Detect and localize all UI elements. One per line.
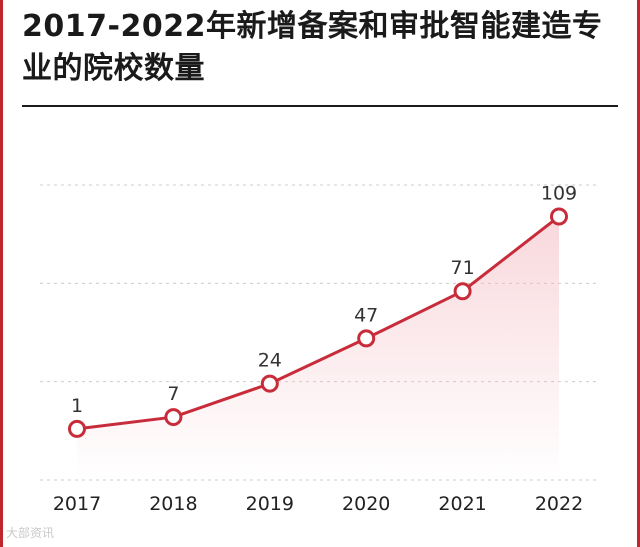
data-point-2021 — [453, 282, 472, 301]
data-label-2018: 7 — [167, 383, 179, 405]
x-tick-2018: 2018 — [149, 493, 197, 515]
data-label-2020: 47 — [354, 304, 378, 326]
data-point-2019 — [260, 374, 279, 393]
series-line — [76, 215, 560, 431]
data-point-2020 — [357, 329, 376, 348]
x-tick-2020: 2020 — [342, 493, 390, 515]
data-point-2017 — [68, 419, 86, 438]
data-label-2022: 109 — [541, 182, 577, 204]
data-point-2018 — [164, 408, 183, 427]
x-tick-2022: 2022 — [535, 493, 583, 515]
chart-title: 2017-2022年新增备案和审批智能建造专业的院校数量 — [22, 9, 603, 86]
title-divider — [22, 105, 618, 107]
data-label-2021: 71 — [451, 257, 475, 279]
x-tick-2019: 2019 — [246, 493, 294, 515]
x-tick-2017: 2017 — [53, 493, 101, 515]
area-fill — [77, 216, 559, 480]
data-point-2022 — [550, 207, 568, 226]
watermark: 大部资讯 — [6, 526, 55, 540]
data-label-2017: 1 — [71, 395, 83, 417]
data-label-2019: 24 — [258, 350, 282, 372]
x-tick-2021: 2021 — [438, 493, 486, 515]
